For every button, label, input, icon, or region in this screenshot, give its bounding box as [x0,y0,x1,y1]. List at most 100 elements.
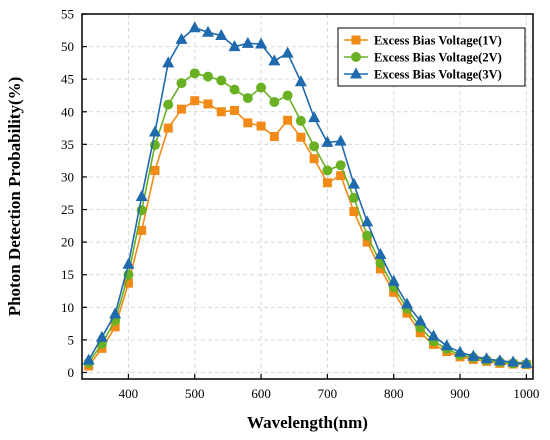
data-point [230,105,240,115]
x-tick-label: 500 [185,386,205,401]
data-point [241,36,254,48]
data-point [175,32,188,44]
data-point [440,339,453,351]
legend-item: Excess Bias Voltage(2V) [344,51,502,65]
y-tick-label: 45 [61,72,74,87]
y-tick-label: 55 [61,7,74,22]
data-point [203,71,214,82]
data-point [162,56,175,68]
data-point [243,118,253,128]
data-point [308,111,321,123]
series-line [87,72,527,365]
data-point [282,90,293,101]
x-tick-label: 800 [384,386,404,401]
y-tick-label: 0 [68,365,75,380]
legend-item: Excess Bias Voltage(1V) [344,34,502,48]
data-point [281,46,294,58]
y-axis-title: Photon Detection Probability(%) [5,77,24,317]
data-point [163,99,174,110]
y-tick-label: 5 [68,332,75,347]
data-point [322,178,332,188]
data-point [137,225,147,235]
x-tick-label: 1000 [513,386,539,401]
data-point [309,154,319,164]
data-point [467,349,480,361]
data-point [387,274,400,286]
data-point [176,78,187,89]
data-point [215,29,228,41]
data-point [189,68,200,79]
legend-label: Excess Bias Voltage(2V) [374,51,502,65]
x-tick-label: 400 [119,386,139,401]
data-point [375,264,385,274]
data-point [188,21,201,33]
data-point [202,25,215,37]
legend-marker [351,52,361,62]
data-point [389,287,399,297]
data-point [361,215,374,227]
x-axis-title: Wavelength(nm) [247,413,368,432]
y-tick-label: 40 [61,104,74,119]
data-point [295,115,306,126]
axis-ticks: 400 500 600 700 800 900 1000 0 5 10 15 20 25 30 35 40 45… [61,7,539,402]
legend: Excess Bias Voltage(1V) Excess Bias Volta… [337,27,526,87]
data-point [95,330,108,342]
x-tick-label: 600 [251,386,271,401]
data-point [203,99,213,109]
data-point [322,165,333,176]
legend-items: Excess Bias Voltage(1V) Excess Bias Volta… [344,34,502,82]
data-point [349,206,359,216]
legend-label: Excess Bias Voltage(3V) [374,68,502,82]
y-tick-label: 25 [61,202,74,217]
data-point [216,107,226,117]
data-point [269,96,280,107]
data-point [336,171,346,181]
data-point [109,307,122,319]
data-point [335,160,346,171]
data-point [123,278,133,288]
data-point [520,356,533,368]
y-tick-label: 10 [61,300,74,315]
legend-label: Excess Bias Voltage(1V) [374,34,502,48]
legend-box [337,27,526,87]
data-point [309,141,320,152]
data-point [216,75,227,86]
data-point [414,314,427,326]
series-1 [84,96,531,371]
series-line [87,99,527,367]
series-2 [83,68,532,370]
data-point [347,177,360,189]
data-point [110,322,120,332]
data-point [294,75,307,87]
data-point [362,237,372,247]
data-point [229,84,240,95]
data-point [150,165,160,175]
y-tick-label: 35 [61,137,74,152]
legend-marker [350,67,362,79]
data-point [427,329,440,341]
data-point [135,190,148,201]
y-tick-label: 30 [61,169,74,184]
data-point [242,93,253,104]
data-point [283,115,293,125]
data-point [228,40,241,52]
y-tick-label: 50 [61,39,74,54]
data-point [374,248,387,260]
data-point [334,134,347,146]
data-point [190,96,200,106]
data-point [321,135,334,147]
plot-frame [81,13,534,380]
data-point [480,352,493,364]
x-tick-label: 700 [318,386,338,401]
legend-marker [351,35,361,45]
data-point [268,54,281,66]
data-point [296,132,306,142]
x-tick-label: 900 [450,386,470,401]
data-point [415,328,425,338]
data-point [507,355,520,367]
data-point [256,82,267,93]
series-group [82,21,533,371]
data-point [255,37,268,49]
data-point [176,104,186,114]
